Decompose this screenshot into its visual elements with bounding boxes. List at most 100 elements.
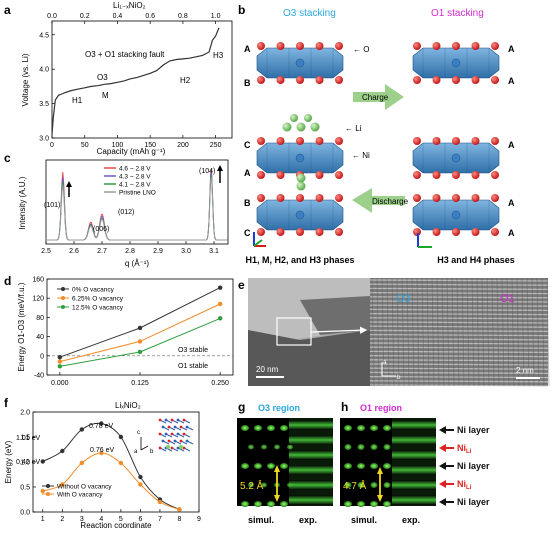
d-data-point — [217, 285, 223, 290]
e-lattice-column — [431, 277, 435, 387]
panel-e: e 20 nm O3 O1 2 nm a b — [238, 277, 550, 387]
g-sim-atom — [267, 501, 275, 507]
b-o-atom — [471, 171, 480, 179]
b-o-atom — [296, 42, 304, 50]
b-o-atom — [296, 137, 304, 145]
h-layer-sub: Li — [466, 485, 472, 491]
h-layer-label: Ni layer — [457, 497, 490, 507]
b-layer-letter-left: C — [244, 228, 251, 238]
d-legend-marker — [61, 287, 65, 291]
panel-a: a Li₁₋ₓNiO₂ 0 50 100 150 200 250 0.0 0.2 0.4 0.6 0… — [4, 1, 233, 156]
e-lattice-column — [376, 277, 380, 387]
f-y-tick-label: 1.0 — [20, 460, 30, 467]
e-lattice-fringe — [369, 329, 549, 333]
d-data-point — [137, 349, 143, 355]
d-x-tick-label: 0.125 — [131, 380, 149, 387]
h-sim-atom — [370, 425, 378, 431]
h-exp-stripe — [392, 435, 436, 445]
h-sim-atom — [383, 501, 391, 507]
f-data-point — [40, 488, 45, 494]
c-x-tick-label: 2.8 — [125, 248, 135, 255]
f-y-tick-label: 0.5 — [20, 485, 30, 492]
h-sim-atom — [383, 463, 391, 469]
d-o1-stable: O1 stable — [178, 363, 208, 370]
e-lattice-column — [421, 277, 425, 387]
f-inset-atom — [170, 432, 174, 436]
a-top-tick-label: 0.4 — [113, 13, 123, 20]
c-arrow-head-101 — [66, 181, 72, 187]
e-lattice-fringe — [369, 325, 549, 328]
e-lattice-column — [441, 277, 445, 387]
b-o-atom — [491, 137, 499, 145]
h-layer-label: NiLi — [457, 443, 472, 455]
e-lattice-column — [416, 277, 420, 387]
panel-letter-c: c — [4, 151, 11, 165]
f-data-point — [177, 507, 182, 512]
f-inset-atom — [173, 439, 177, 443]
f-x-tick-label: 3 — [80, 516, 84, 523]
b-o3-title: O3 stacking — [283, 8, 336, 19]
h-simul-label: simul. — [351, 515, 377, 525]
b-o-atom — [257, 194, 265, 202]
f-x-tick-label: 4 — [99, 516, 103, 523]
panel-letter-b: b — [238, 3, 245, 17]
h-sim-atom — [344, 463, 352, 469]
b-li-label: ← Li — [345, 124, 362, 133]
f-inset-atom — [161, 439, 165, 443]
b-o-atom — [296, 194, 304, 202]
g-sim-atom — [248, 444, 254, 450]
d-data-point — [137, 339, 143, 344]
h-sim-atom — [357, 425, 365, 431]
f-data-point — [40, 459, 45, 464]
e-lattice-column — [436, 277, 440, 387]
f-y-tick-label: 0.0 — [20, 510, 30, 517]
b-li-atom — [296, 173, 306, 183]
b-o-atom — [471, 137, 480, 145]
b-o-atom — [315, 76, 324, 84]
b-o-atom — [296, 76, 304, 84]
c-x-tick-label: 2.9 — [153, 248, 163, 255]
c-plot-frame — [45, 159, 229, 245]
b-o-atom — [413, 194, 421, 202]
b-o-atom — [257, 137, 265, 145]
b-o-atom — [335, 42, 343, 50]
g-exp-stripe — [289, 495, 333, 505]
h-layer-arrow — [439, 444, 454, 452]
b-discharge-arrow — [352, 188, 405, 213]
a-y-tick-label: 4.0 — [39, 67, 49, 74]
e-lattice-column — [461, 277, 465, 387]
c-x-tick-label: 2.7 — [97, 248, 107, 255]
e-lattice-fringe — [369, 367, 549, 370]
panel-letter-f: f — [4, 396, 9, 410]
f-inset-atom — [179, 439, 183, 443]
panel-g: g O3 region 5.2 Å simul. exp. — [237, 400, 333, 525]
b-o-atom — [432, 171, 441, 179]
e-edge-region — [300, 296, 370, 335]
b-o-atom — [335, 194, 343, 202]
g-sim-atom — [241, 501, 249, 507]
c-y-axis-label: Intensity (A.U.) — [18, 176, 27, 229]
g-sim-atom — [261, 444, 267, 450]
f-data-point — [118, 460, 124, 466]
e-lattice-column — [446, 277, 450, 387]
f-inset-atom — [167, 425, 171, 429]
f-x-tick-label: 5 — [119, 516, 123, 523]
b-charge-arrow — [353, 84, 404, 110]
b-o-atom — [471, 194, 480, 202]
e-lattice-fringe — [369, 380, 549, 383]
b-o-atom — [452, 194, 460, 202]
b-o-atom — [413, 137, 421, 145]
g-exp-image — [289, 418, 333, 506]
e-lattice-fringe — [369, 333, 549, 337]
d-y-tick-label: 0 — [40, 353, 44, 360]
d-y-tick-label: 120 — [32, 296, 44, 303]
f-legend-marker — [46, 484, 50, 488]
a-label-h2: H2 — [180, 76, 191, 85]
c-peak-101: (101) — [44, 202, 60, 209]
b-ni-atom — [295, 58, 305, 68]
e-lattice-fringe — [369, 304, 549, 307]
b-ni-atom — [451, 210, 461, 220]
b-layer-letter-left: C — [244, 140, 251, 150]
h-exp-label: exp. — [402, 515, 420, 525]
